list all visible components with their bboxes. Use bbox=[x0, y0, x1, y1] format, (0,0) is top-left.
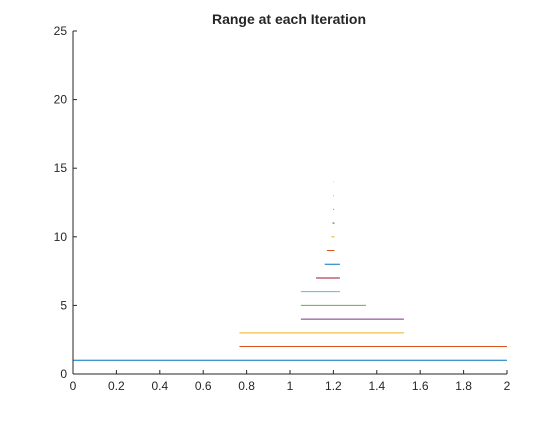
x-tick-label: 0.2 bbox=[108, 379, 125, 393]
x-tick-label: 0.6 bbox=[195, 379, 212, 393]
x-tick-label: 0 bbox=[70, 379, 77, 393]
x-tick-label: 1.8 bbox=[455, 379, 472, 393]
y-tick-label: 5 bbox=[60, 298, 67, 312]
x-tick-label: 1.6 bbox=[412, 379, 429, 393]
series-layer bbox=[73, 181, 507, 361]
x-tick-label: 1 bbox=[287, 379, 294, 393]
x-tick-label: 2 bbox=[504, 379, 511, 393]
y-tick-label: 25 bbox=[54, 24, 68, 38]
y-tick-label: 0 bbox=[60, 367, 67, 381]
y-tick-label: 15 bbox=[54, 161, 68, 175]
x-tick-label: 1.4 bbox=[368, 379, 385, 393]
x-tick-label: 0.4 bbox=[151, 379, 168, 393]
chart-title: Range at each Iteration bbox=[212, 11, 366, 27]
y-tick-label: 20 bbox=[54, 93, 68, 107]
y-tick-label: 10 bbox=[54, 230, 68, 244]
x-tick-label: 1.2 bbox=[325, 379, 342, 393]
x-tick-label: 0.8 bbox=[238, 379, 255, 393]
